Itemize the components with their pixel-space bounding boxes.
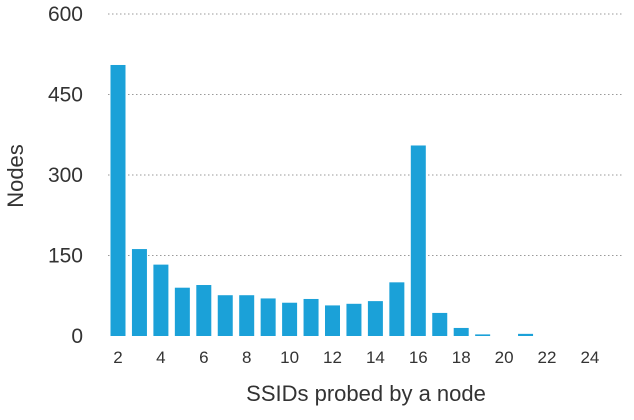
x-tick-label: 16: [409, 348, 428, 367]
bar-4: [153, 264, 169, 336]
bar-13: [346, 303, 362, 336]
x-axis-title: SSIDs probed by a node: [246, 381, 486, 406]
bar-9: [260, 298, 276, 336]
y-tick-label: 450: [48, 84, 83, 107]
bar-15: [389, 282, 405, 336]
x-tick-label: 2: [113, 348, 122, 367]
bar-8: [239, 295, 255, 336]
bar-12: [325, 305, 340, 336]
x-tick-label: 20: [495, 348, 514, 367]
bar-19: [475, 334, 491, 336]
bar-14: [367, 301, 383, 336]
x-tick-label: 22: [538, 348, 557, 367]
x-tick-label: 24: [580, 348, 599, 367]
bar-16: [410, 145, 426, 336]
x-tick-label: 4: [156, 348, 165, 367]
x-tick-layer: 2 4 6 8 10 12 14 16 18 20 22 24: [113, 348, 599, 367]
x-tick-label: 8: [242, 348, 251, 367]
bar-6: [196, 285, 212, 336]
bar-10: [282, 302, 298, 336]
bar-21: [518, 333, 534, 336]
y-tick-label: 300: [48, 164, 83, 187]
bar-layer: [110, 64, 534, 336]
bar-7: [217, 295, 233, 336]
bar-2: [110, 64, 126, 336]
y-tick-label: 600: [48, 3, 83, 26]
x-tick-label: 14: [366, 348, 385, 367]
bar-11: [303, 298, 319, 336]
bar-3: [131, 249, 147, 336]
bar-18: [453, 327, 469, 336]
bar-17: [432, 312, 448, 336]
x-tick-label: 6: [199, 348, 208, 367]
y-tick-layer: 0 150 300 450 600: [48, 3, 83, 348]
bar-5: [174, 287, 190, 336]
x-tick-label: 12: [323, 348, 342, 367]
x-tick-label: 18: [452, 348, 471, 367]
y-axis-title: Nodes: [3, 144, 28, 208]
y-tick-label: 0: [71, 325, 83, 348]
x-tick-label: 10: [280, 348, 299, 367]
y-tick-label: 150: [48, 245, 83, 268]
grid-layer: [108, 13, 622, 256]
